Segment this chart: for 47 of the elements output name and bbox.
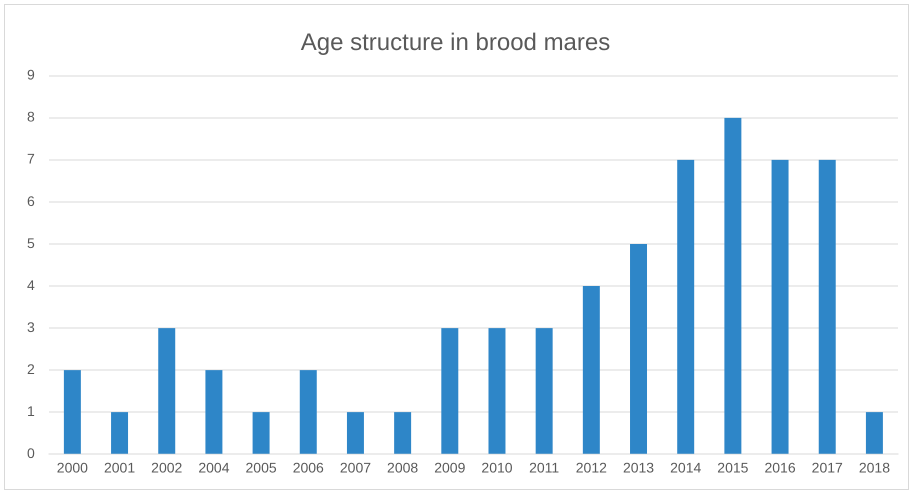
bar — [394, 412, 412, 454]
bar — [772, 160, 789, 454]
y-tick-label: 7 — [26, 150, 35, 167]
x-tick-label: 2002 — [151, 459, 183, 476]
x-tick-label: 2012 — [576, 459, 608, 476]
y-tick-label: 5 — [26, 234, 35, 251]
x-tick-label: 2005 — [246, 459, 277, 476]
x-tick-label: 2011 — [529, 459, 560, 476]
x-tick-label: 2010 — [481, 459, 513, 476]
bar — [300, 370, 317, 454]
x-tick-label: 2014 — [670, 459, 702, 476]
y-tick-label: 6 — [26, 192, 35, 209]
x-tick-label: 2008 — [387, 459, 418, 476]
bar — [677, 160, 694, 454]
x-tick-label: 2004 — [198, 459, 230, 476]
bar — [630, 244, 648, 454]
y-tick-label: 8 — [26, 108, 35, 125]
x-tick-label: 2018 — [858, 459, 890, 476]
bar — [488, 328, 506, 454]
bar — [536, 328, 553, 454]
x-tick-label: 2007 — [340, 459, 372, 476]
bar — [582, 286, 600, 454]
bar — [252, 412, 270, 454]
x-tick-label: 2001 — [104, 459, 136, 476]
chart-title: Age structure in brood mares — [300, 29, 610, 56]
y-tick-label: 3 — [26, 318, 35, 335]
bar — [205, 370, 222, 454]
bar — [64, 370, 81, 454]
bar — [866, 412, 883, 454]
bar — [441, 328, 458, 454]
bar — [346, 412, 364, 454]
x-tick-label: 2017 — [812, 459, 844, 476]
y-tick-label: 0 — [26, 445, 35, 462]
y-tick-label: 2 — [26, 360, 35, 377]
x-tick-label: 2000 — [56, 459, 88, 476]
y-tick-label: 9 — [26, 66, 35, 83]
x-tick-label: 2016 — [764, 459, 796, 476]
x-tick-label: 2015 — [717, 459, 749, 476]
y-tick-label: 4 — [26, 276, 35, 293]
bar — [818, 160, 836, 454]
x-tick-label: 2013 — [622, 459, 654, 476]
x-tick-label: 2009 — [434, 459, 466, 476]
bar — [111, 412, 128, 454]
y-tick-label: 1 — [26, 403, 35, 420]
bar — [724, 118, 742, 454]
x-tick-label: 2006 — [292, 459, 324, 476]
bar — [158, 328, 176, 454]
